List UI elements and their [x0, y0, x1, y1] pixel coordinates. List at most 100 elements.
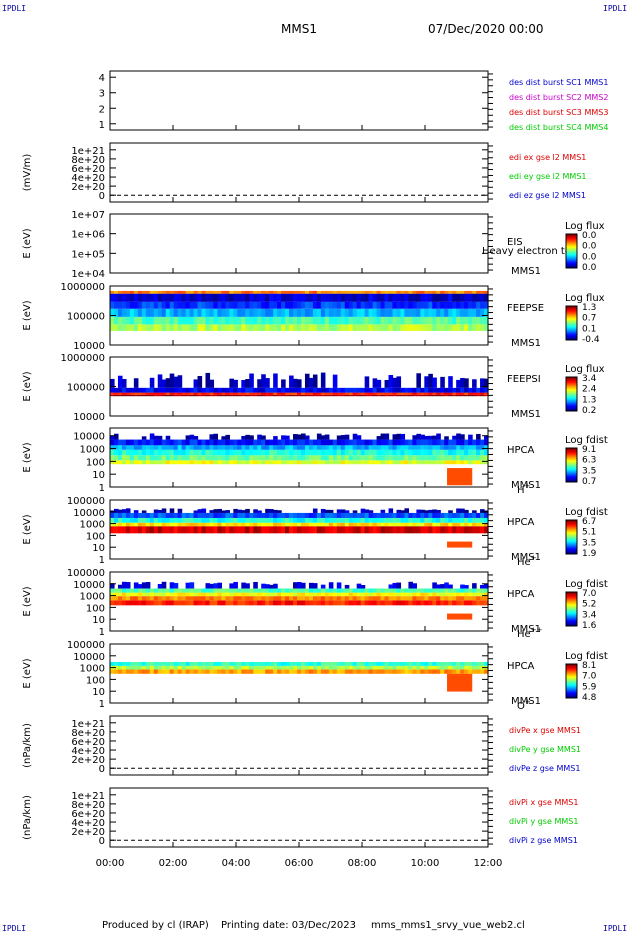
- spectrogram-cell: [213, 433, 219, 440]
- spectrogram-cell: [352, 387, 358, 393]
- spectrogram-cell: [304, 445, 310, 450]
- spectrogram-cell: [304, 460, 310, 465]
- spectrogram-cell: [253, 665, 258, 670]
- colorbar-tick-label: 3.5: [582, 466, 596, 476]
- spectrogram-cell: [312, 517, 318, 523]
- spectrogram-cell: [113, 433, 119, 440]
- spectrogram-cell: [161, 290, 167, 294]
- spectrogram-cell: [237, 509, 242, 513]
- spectrogram-cell: [189, 522, 195, 527]
- spectrogram-cell: [476, 301, 481, 309]
- spectrogram-cell: [261, 512, 266, 518]
- spectrogram-cell: [376, 661, 382, 666]
- spectrogram-cell: [372, 392, 378, 395]
- spectrogram-cell: [412, 600, 417, 606]
- spectrogram-cell: [153, 526, 159, 534]
- spectrogram-cell: [149, 592, 155, 597]
- spectrogram-cell: [241, 665, 246, 670]
- spectrogram-cell: [424, 510, 429, 513]
- spectrogram-cell: [408, 449, 413, 456]
- colorbar-segment: [566, 539, 577, 541]
- spectrogram-cell: [400, 308, 406, 317]
- spectrogram-cell: [336, 592, 342, 597]
- spectrogram-cell: [289, 596, 294, 601]
- spectrogram-cell: [344, 596, 350, 601]
- spectrogram-cell: [265, 508, 270, 513]
- spectrogram-cell: [444, 592, 449, 597]
- spectrogram-cell: [372, 445, 378, 450]
- spectrogram-cell: [133, 592, 139, 597]
- spectrogram-cell: [233, 522, 238, 527]
- spectrogram-cell: [308, 387, 314, 393]
- spectrogram-cell: [229, 455, 234, 461]
- spectrogram-cell: [269, 584, 274, 589]
- spectrogram-cell: [372, 460, 378, 465]
- spectrogram-cell: [416, 460, 421, 465]
- spectrogram-cell: [285, 588, 290, 593]
- spectrogram-cell: [221, 455, 226, 461]
- spectrogram-cell: [316, 600, 322, 606]
- spectrogram-cell: [225, 592, 230, 597]
- spectrogram-cell: [356, 316, 362, 325]
- spectrogram-cell: [293, 455, 298, 461]
- legend-entry: divPi x gse MMS1: [509, 798, 578, 807]
- spectrogram-cell: [245, 517, 250, 523]
- spectrogram-cell: [265, 600, 270, 606]
- spectrogram-cell: [277, 526, 282, 534]
- spectrogram-cell: [257, 522, 262, 527]
- spectrogram-cell: [316, 596, 322, 601]
- colorbar-segment: [566, 239, 577, 242]
- colorbar-segment: [566, 454, 577, 457]
- y-axis-label: E (eV): [22, 658, 33, 688]
- spectrogram-cell: [261, 308, 266, 317]
- spectrogram-cell: [396, 455, 402, 461]
- y-tick-label: 1e+06: [71, 230, 105, 241]
- spectrogram-cell: [189, 592, 195, 597]
- spectrogram-cell: [110, 460, 115, 465]
- spectrogram-cell: [233, 588, 238, 593]
- spectrogram-cell: [205, 592, 211, 597]
- spectrogram-cell: [376, 449, 382, 456]
- spectrogram-cell: [308, 526, 314, 534]
- spectrogram-cell: [149, 392, 155, 395]
- spectrogram-cell: [344, 392, 350, 395]
- spectrogram-cell: [169, 508, 175, 513]
- spectrogram-cell: [297, 301, 302, 309]
- spectrogram-cell: [456, 392, 461, 395]
- spectrogram-cell: [440, 588, 445, 593]
- spectrogram-cell: [468, 316, 473, 325]
- colorbar-segment: [566, 530, 577, 532]
- spectrogram-cell: [360, 665, 366, 670]
- spectrogram-cell: [404, 392, 410, 395]
- spectrogram-cell: [424, 588, 429, 593]
- y-tick-label: 1e+05: [71, 249, 105, 260]
- spectrogram-cell: [161, 526, 167, 534]
- spectrogram-cell: [257, 512, 262, 518]
- spectrogram-cell: [269, 445, 274, 450]
- spectrogram-cell: [412, 439, 417, 446]
- spectrogram-cell: [205, 596, 211, 601]
- spectrogram-cell: [209, 512, 215, 518]
- spectrogram-cell: [352, 596, 358, 601]
- spectrogram-cell: [476, 308, 481, 317]
- spectrogram-cell: [312, 583, 318, 589]
- spectrogram-cell: [456, 293, 461, 302]
- spectrogram-cell: [253, 596, 258, 601]
- spectrogram-cell: [328, 301, 334, 309]
- spectrogram-cell: [332, 387, 338, 393]
- spectrogram-cell: [141, 394, 147, 397]
- spectrogram-cell: [476, 596, 481, 601]
- spectrogram-cell: [269, 387, 274, 393]
- spectrogram-cell: [396, 316, 402, 325]
- spectrogram-cell: [173, 449, 179, 456]
- spectrogram-cell: [165, 445, 171, 450]
- spectrogram-cell: [332, 588, 338, 593]
- spectrogram-cell: [181, 526, 187, 534]
- spectrogram-cell: [193, 596, 199, 601]
- spectrogram-cell: [265, 460, 270, 465]
- species-label: He++: [517, 626, 543, 640]
- spectrogram-cell: [213, 512, 219, 518]
- colorbar-segment: [566, 618, 577, 620]
- spectrogram-cell: [157, 439, 163, 446]
- spectrogram-cell: [340, 293, 346, 302]
